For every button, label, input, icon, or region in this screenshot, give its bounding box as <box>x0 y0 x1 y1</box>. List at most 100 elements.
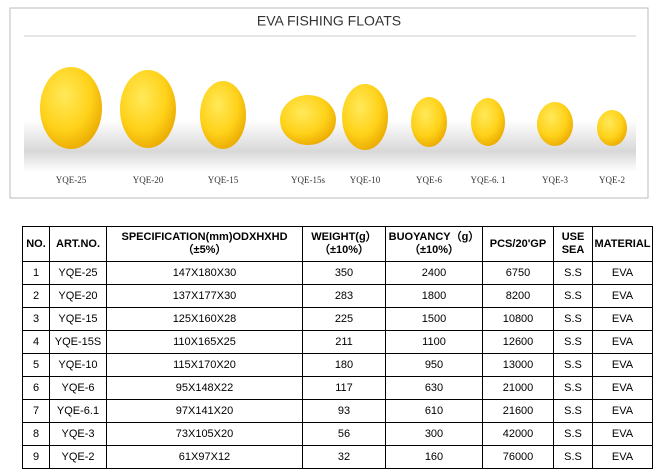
table-cell: S.S <box>553 261 593 285</box>
float-label: YQE-25 <box>56 175 87 185</box>
table-cell: 95X148X22 <box>106 376 303 400</box>
table-cell: 6 <box>22 376 50 400</box>
header-text: SEA <box>561 244 585 256</box>
header-text: （±10%） <box>318 244 370 256</box>
table-cell: 97X141X20 <box>106 399 303 423</box>
table-cell: 4 <box>22 330 50 354</box>
table-cell: 147X180X30 <box>106 261 303 285</box>
header-cell: WEIGHT(g） （±10%） <box>302 226 386 262</box>
table-cell: 13000 <box>482 353 554 377</box>
table-cell: EVA <box>592 353 653 377</box>
table-cell: 1 <box>22 261 50 285</box>
float-image <box>120 70 176 148</box>
table-cell: S.S <box>553 399 593 423</box>
header-cell: PCS/20'GP <box>482 226 554 262</box>
table-cell: 93 <box>302 399 386 423</box>
table-cell: EVA <box>592 376 653 400</box>
header-text: ART.NO. <box>56 237 100 250</box>
table-row: 1 YQE-25 147X180X30 350 2400 6750 S.S EVA <box>22 261 653 285</box>
table-cell: 1100 <box>385 330 483 354</box>
table-cell: 115X170X20 <box>106 353 303 377</box>
table-cell: 42000 <box>482 422 554 446</box>
table-cell: S.S <box>553 376 593 400</box>
table-cell: EVA <box>592 330 653 354</box>
table-cell: 8200 <box>482 284 554 308</box>
header-text: （±10%） <box>408 244 460 256</box>
table-cell: EVA <box>592 261 653 285</box>
header-text: SPECIFICATION(mm)ODXHXHD <box>121 231 288 243</box>
table-cell: 61X97X12 <box>106 445 303 469</box>
table-cell: 2 <box>22 284 50 308</box>
table-cell: S.S <box>553 284 593 308</box>
float-image <box>280 95 336 145</box>
table-cell: EVA <box>592 445 653 469</box>
table-cell: 125X160X28 <box>106 307 303 331</box>
product-panel: EVA FISHING FLOATS YQE-25 YQE-20 YQE-15 YQE… <box>9 7 649 199</box>
table-row: 4 YQE-15S 110X165X25 211 1100 12600 S.S EVA <box>22 330 653 354</box>
float-label: YQE-10 <box>350 175 381 185</box>
table-cell: 73X105X20 <box>106 422 303 446</box>
table-row: 8 YQE-3 73X105X20 56 300 42000 S.S EVA <box>22 422 653 446</box>
float-label: YQE-15 <box>208 175 239 185</box>
table-row: 9 YQE-2 61X97X12 32 160 76000 S.S EVA <box>22 445 653 469</box>
table-cell: 630 <box>385 376 483 400</box>
header-text: MATERIAL <box>594 237 651 250</box>
table-cell: 7 <box>22 399 50 423</box>
table-cell: 76000 <box>482 445 554 469</box>
table-cell: 32 <box>302 445 386 469</box>
table-cell: 6750 <box>482 261 554 285</box>
header-text: （±5%） <box>182 244 227 256</box>
table-cell: 350 <box>302 261 386 285</box>
table-cell: 1800 <box>385 284 483 308</box>
table-cell: YQE-25 <box>49 261 107 285</box>
table-cell: YQE-10 <box>49 353 107 377</box>
table-cell: 950 <box>385 353 483 377</box>
header-cell: USE SEA <box>553 226 593 262</box>
panel-title: EVA FISHING FLOATS <box>257 13 401 29</box>
float-label: YQE-6 <box>416 175 442 185</box>
float-image <box>597 110 627 146</box>
table-cell: 9 <box>22 445 50 469</box>
table-cell: 180 <box>302 353 386 377</box>
float-image <box>537 102 573 146</box>
header-text: BUOYANCY（g） <box>388 231 480 243</box>
float-image <box>471 98 505 146</box>
table-cell: 56 <box>302 422 386 446</box>
table-cell: YQE-15S <box>49 330 107 354</box>
table-cell: S.S <box>553 307 593 331</box>
spec-table: NO. ART.NO. SPECIFICATION(mm)ODXHXHD （±5%） W… <box>22 226 653 469</box>
table-cell: 117 <box>302 376 386 400</box>
table-cell: S.S <box>553 353 593 377</box>
float-image <box>200 81 246 149</box>
table-cell: EVA <box>592 284 653 308</box>
table-cell: 225 <box>302 307 386 331</box>
float-image <box>342 84 388 150</box>
header-text: NO. <box>26 237 46 250</box>
float-label: YQE-20 <box>133 175 164 185</box>
table-cell: S.S <box>553 422 593 446</box>
table-cell: 5 <box>22 353 50 377</box>
table-cell: 21600 <box>482 399 554 423</box>
float-label: YQE-3 <box>542 175 568 185</box>
table-cell: S.S <box>553 445 593 469</box>
table-cell: 610 <box>385 399 483 423</box>
table-cell: YQE-15 <box>49 307 107 331</box>
header-cell: NO. <box>22 226 50 262</box>
header-text: PCS/20'GP <box>489 237 547 250</box>
table-cell: 283 <box>302 284 386 308</box>
table-cell: YQE-6.1 <box>49 399 107 423</box>
float-label: YQE-2 <box>599 175 625 185</box>
table-cell: 110X165X25 <box>106 330 303 354</box>
table-cell: YQE-6 <box>49 376 107 400</box>
table-cell: YQE-2 <box>49 445 107 469</box>
table-cell: 300 <box>385 422 483 446</box>
header-cell: MATERIAL <box>592 226 653 262</box>
table-cell: YQE-20 <box>49 284 107 308</box>
table-row: 2 YQE-20 137X177X30 283 1800 8200 S.S EVA <box>22 284 653 308</box>
table-cell: EVA <box>592 307 653 331</box>
table-row: 5 YQE-10 115X170X20 180 950 13000 S.S EVA <box>22 353 653 377</box>
table-cell: 10800 <box>482 307 554 331</box>
header-cell: BUOYANCY（g） （±10%） <box>385 226 483 262</box>
header-cell: SPECIFICATION(mm)ODXHXHD （±5%） <box>106 226 303 262</box>
